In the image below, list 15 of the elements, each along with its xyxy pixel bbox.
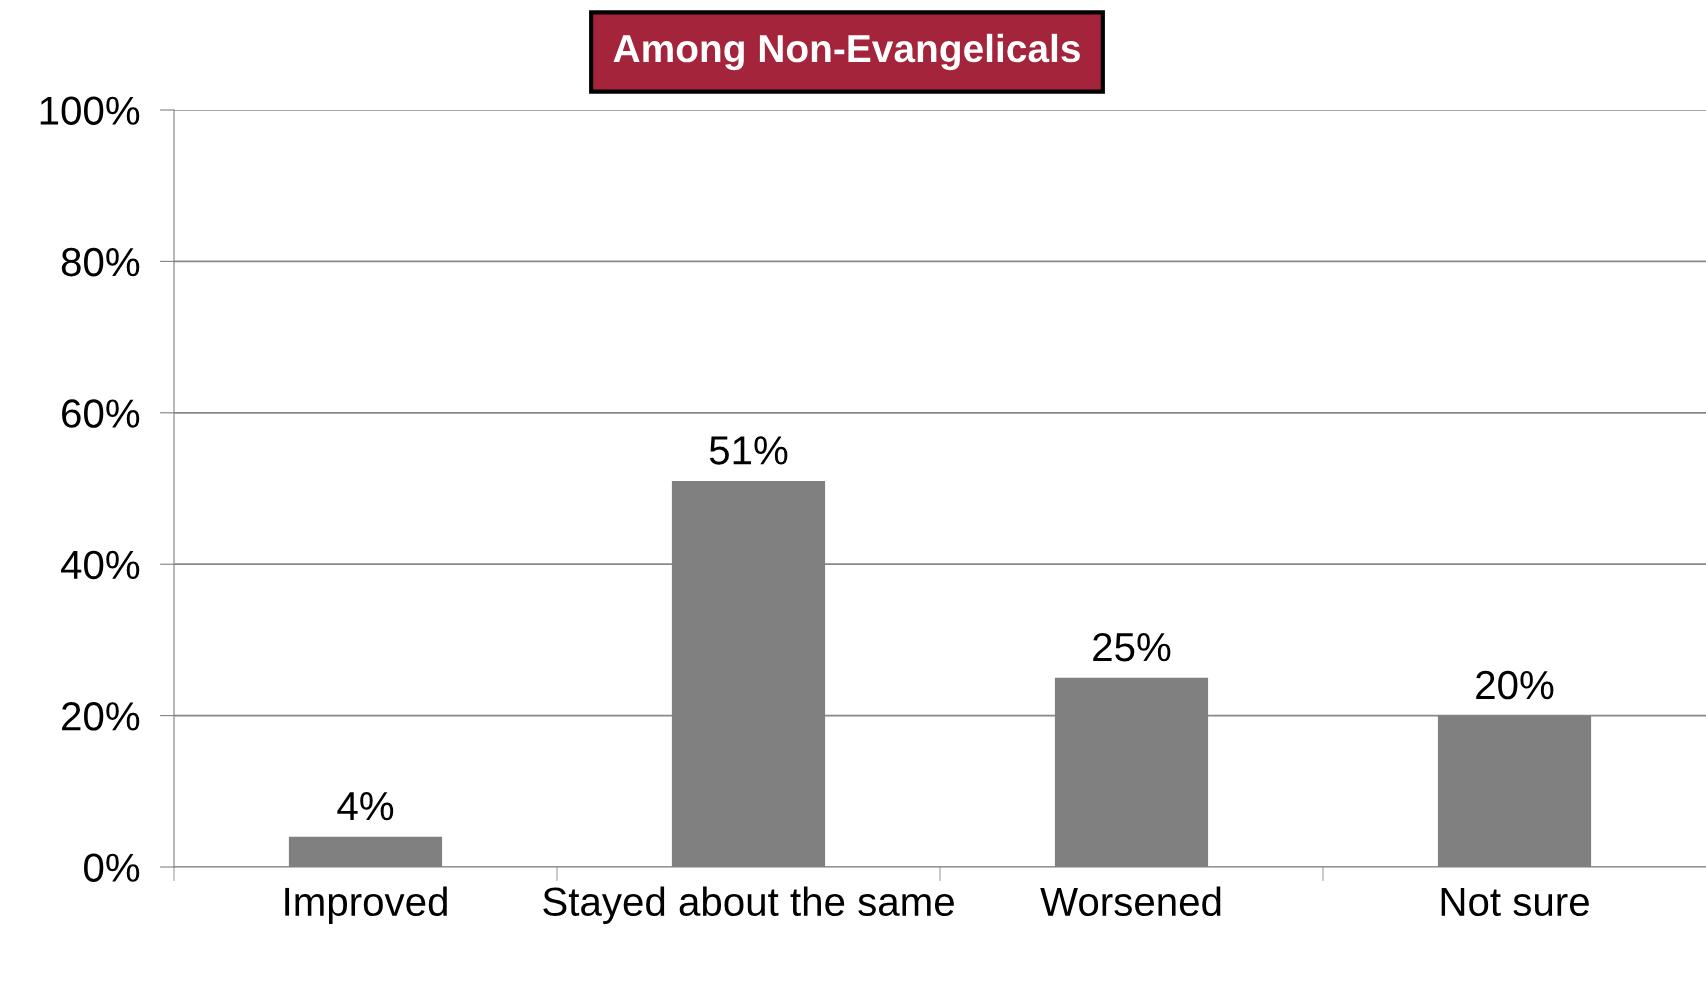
x-tick-label: Worsened	[1040, 886, 1221, 917]
data-label: 51%	[709, 436, 788, 465]
data-label: 4%	[337, 792, 394, 821]
data-label: 20%	[1476, 670, 1554, 700]
y-tick-label: 0%	[84, 853, 140, 882]
y-tick-label: 60%	[62, 399, 140, 428]
chart-title: Among Non-Evangelicals	[613, 33, 1080, 71]
x-tick-label: Not sure	[1441, 887, 1589, 917]
y-tick-label: 80%	[61, 247, 140, 277]
x-tick-label: Improved	[285, 886, 447, 924]
y-tick-label: 100%	[40, 96, 140, 125]
y-tick-label: 40%	[60, 550, 140, 580]
y-tick-label: 20%	[62, 702, 140, 731]
data-label: 25%	[1093, 632, 1171, 662]
x-tick-label: Stayed about the same	[543, 886, 954, 924]
